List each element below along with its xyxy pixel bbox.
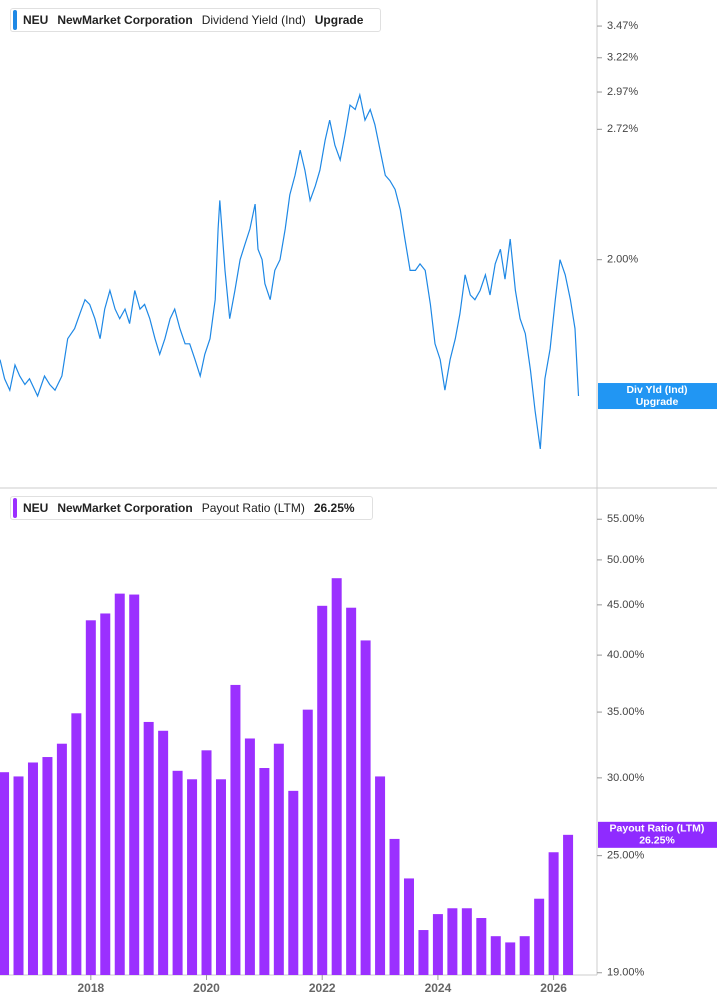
x-tick-label: 2018 <box>77 981 104 995</box>
series-name: Dividend Yield (Ind) <box>201 13 306 27</box>
bar <box>201 750 212 975</box>
y-tick-label: 45.00% <box>607 599 645 611</box>
bar <box>27 762 38 975</box>
bar <box>432 914 443 975</box>
bar <box>56 743 67 975</box>
y-tick-label: 2.97% <box>607 86 638 98</box>
price-tag <box>598 821 717 848</box>
bar <box>215 779 226 975</box>
bar <box>71 713 82 975</box>
tag-label: Upgrade <box>636 396 679 408</box>
x-tick-label: 2026 <box>540 981 567 995</box>
y-tick-label: 3.47% <box>607 20 638 32</box>
line <box>0 92 580 449</box>
company: NewMarket Corporation <box>57 501 193 515</box>
bar <box>85 620 96 975</box>
bar <box>302 709 313 975</box>
x-tick-label: 2020 <box>193 981 220 995</box>
bar <box>114 593 125 975</box>
bar <box>461 908 472 975</box>
legend: NEU NewMarket Corporation Payout Ratio (… <box>10 496 373 520</box>
y-tick-label: 40.00% <box>607 649 645 661</box>
status: Upgrade <box>314 13 364 27</box>
bar <box>360 640 371 975</box>
last-value: 26.25% <box>313 501 355 515</box>
bar <box>129 594 140 975</box>
ticker: NEU <box>23 501 49 515</box>
y-tick-label: 55.00% <box>607 513 645 525</box>
legend-swatch <box>13 498 17 518</box>
bar <box>42 757 53 975</box>
x-tick-label: 2022 <box>309 981 336 995</box>
bar <box>288 790 299 975</box>
bar <box>158 730 169 975</box>
bar <box>389 838 400 975</box>
bar <box>563 834 574 975</box>
bar <box>534 898 545 975</box>
tag-label: Payout Ratio (LTM) <box>610 823 705 835</box>
x-tick-label: 2024 <box>425 981 452 995</box>
bar <box>490 936 501 975</box>
bar <box>172 770 183 975</box>
bar <box>244 738 255 975</box>
y-tick-label: 2.72% <box>607 123 638 135</box>
bar <box>346 607 357 975</box>
bar <box>418 930 429 975</box>
y-tick-label: 35.00% <box>607 706 645 718</box>
bar <box>187 779 198 975</box>
y-tick-label: 30.00% <box>607 772 645 784</box>
bar <box>100 613 111 975</box>
price-tag <box>598 383 717 410</box>
bar <box>317 605 328 975</box>
bar <box>447 908 458 975</box>
y-tick-label: 50.00% <box>607 554 645 566</box>
bar <box>331 578 342 975</box>
bar <box>519 936 530 975</box>
tag-label: 26.25% <box>639 835 675 847</box>
y-tick-label: 2.00% <box>607 254 638 266</box>
bar <box>476 918 487 975</box>
legend: NEU NewMarket Corporation Dividend Yield… <box>10 8 382 32</box>
bar <box>403 878 414 975</box>
bar <box>259 768 270 975</box>
series-name: Payout Ratio (LTM) <box>201 501 305 515</box>
ticker: NEU <box>23 13 49 27</box>
bar <box>273 743 284 975</box>
bar <box>143 721 154 975</box>
y-tick-label: 25.00% <box>607 850 645 862</box>
bar <box>375 776 386 975</box>
tag-label: Div Yld (Ind) <box>626 384 687 396</box>
bar <box>0 772 10 975</box>
legend-swatch <box>13 10 17 30</box>
bar <box>505 942 516 975</box>
bar <box>13 776 24 975</box>
company: NewMarket Corporation <box>57 13 193 27</box>
bar <box>230 684 241 975</box>
bar <box>548 852 559 975</box>
y-tick-label: 19.00% <box>607 967 645 979</box>
y-tick-label: 3.22% <box>607 52 638 64</box>
